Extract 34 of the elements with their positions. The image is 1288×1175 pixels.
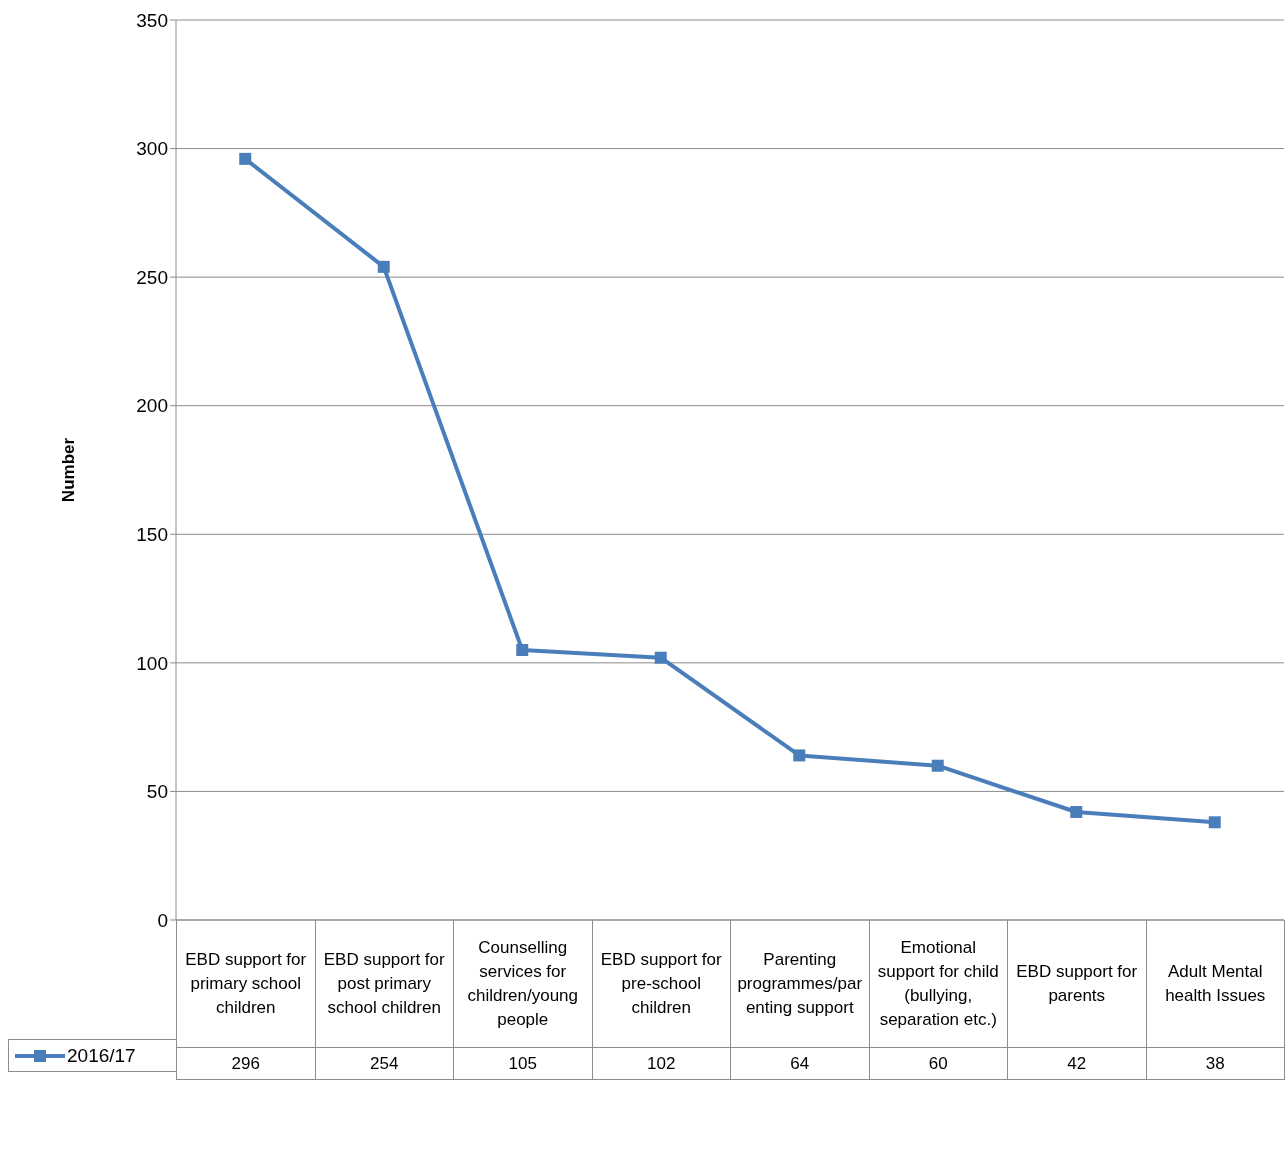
- y-tick-label: 100: [136, 652, 168, 674]
- x-tick-label: EBD support for parents: [1007, 920, 1147, 1047]
- point: [239, 152, 252, 165]
- y-tick-label: 300: [136, 138, 168, 160]
- data-label: 296: [176, 1047, 316, 1080]
- point: [931, 759, 944, 772]
- point: [1070, 806, 1083, 818]
- x-tick-label: EBD support for post primary school children: [314, 920, 454, 1047]
- point: [654, 651, 667, 664]
- data-label: 105: [453, 1047, 593, 1080]
- y-tick-label: 200: [136, 395, 168, 417]
- x-tick-label: Emotional support for child (bullying, separation etc.): [868, 920, 1008, 1047]
- data-label: 38: [1145, 1047, 1285, 1080]
- y-tick-label: 250: [136, 266, 168, 288]
- point: [377, 260, 390, 273]
- point: [1208, 816, 1221, 829]
- x-tick-label: EBD support for primary school children: [176, 920, 316, 1047]
- point: [516, 644, 529, 656]
- data-label: 42: [1007, 1047, 1147, 1080]
- data-label: 254: [314, 1047, 454, 1080]
- x-tick-label: Counselling services for children/young people: [453, 920, 593, 1047]
- y-tick-label: 50: [146, 781, 168, 803]
- y-axis-title: Number: [59, 437, 79, 503]
- y-tick-label: 0: [157, 909, 168, 931]
- x-tick-label: EBD support for pre-school children: [591, 920, 731, 1047]
- y-tick-label: 150: [136, 524, 168, 546]
- x-tick-label: Adult Mental health Issues: [1145, 920, 1285, 1047]
- y-tick-label: 350: [136, 9, 168, 31]
- x-tick-label: Parenting programmes/parenting support: [730, 920, 870, 1047]
- point: [793, 749, 806, 762]
- data-label: 60: [868, 1047, 1008, 1080]
- legend-label: 2016/17: [67, 1044, 136, 1067]
- data-label: 64: [730, 1047, 870, 1080]
- data-label: 102: [591, 1047, 731, 1080]
